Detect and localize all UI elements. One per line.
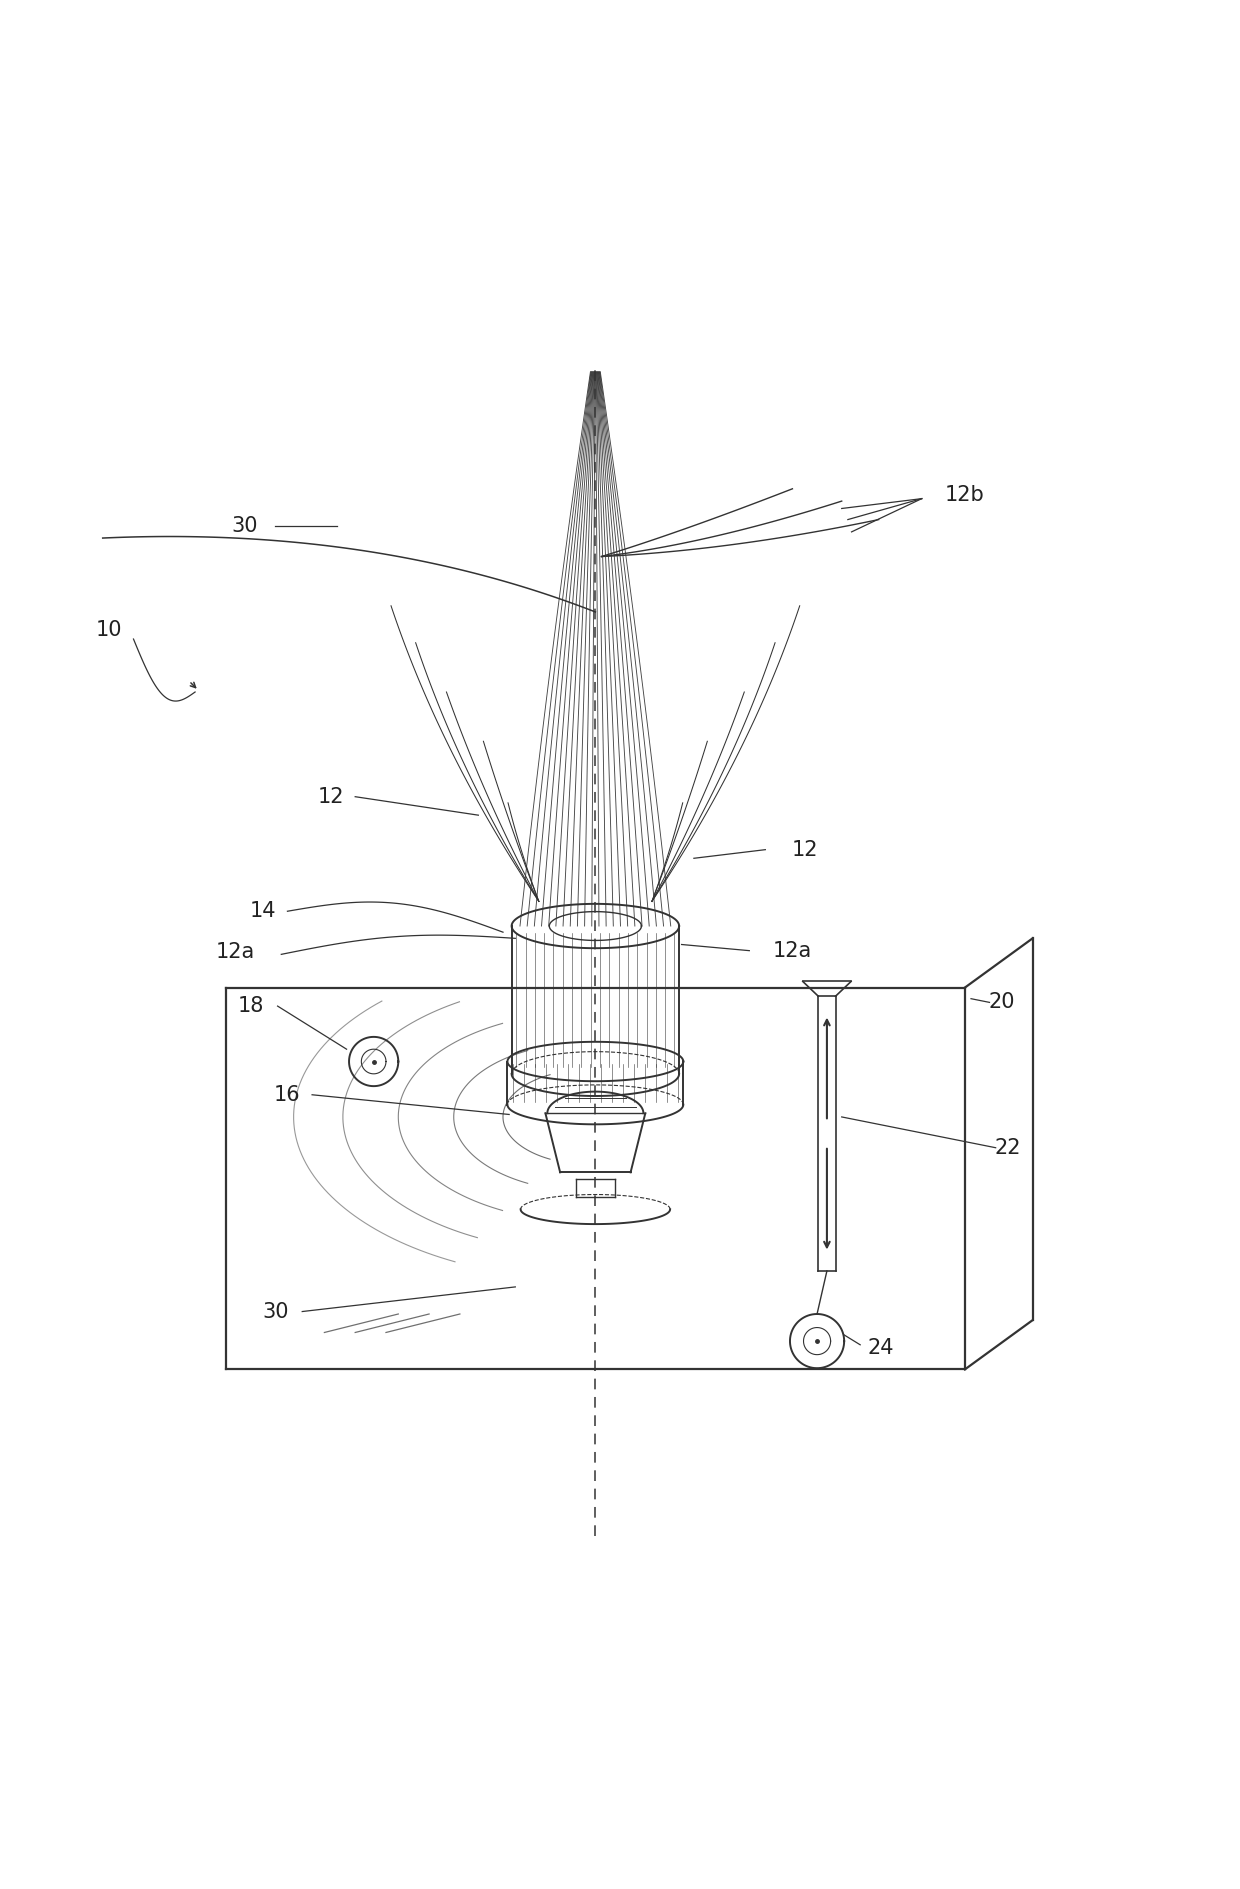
Text: 30: 30 <box>262 1302 289 1322</box>
Text: 22: 22 <box>994 1137 1022 1158</box>
Text: 10: 10 <box>95 620 122 640</box>
Text: 18: 18 <box>237 996 264 1016</box>
Text: 30: 30 <box>231 516 258 536</box>
Text: 12: 12 <box>791 841 818 859</box>
Text: 12a: 12a <box>216 943 255 962</box>
Text: 24: 24 <box>868 1339 894 1358</box>
Text: 20: 20 <box>988 992 1016 1013</box>
Text: 12a: 12a <box>773 941 812 962</box>
Text: 12b: 12b <box>945 485 985 504</box>
Text: 12: 12 <box>317 786 343 807</box>
Text: 14: 14 <box>249 901 277 922</box>
Text: 16: 16 <box>274 1084 301 1105</box>
